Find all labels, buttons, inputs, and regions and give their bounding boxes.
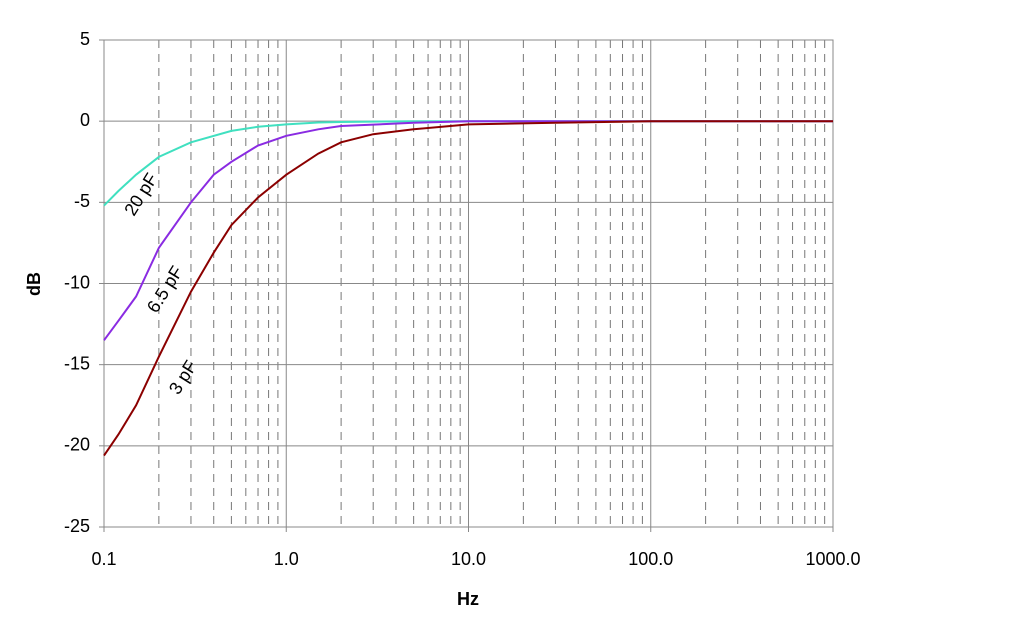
series-label: 3 pF <box>165 357 201 398</box>
y-axis-title: dB <box>24 272 44 296</box>
y-tick-label: -5 <box>74 191 90 211</box>
series-line <box>103 120 833 207</box>
x-tick-label: 100.0 <box>628 549 673 569</box>
series-line <box>103 120 833 457</box>
x-tick-label: 0.1 <box>91 549 116 569</box>
x-tick-label: 1000.0 <box>805 549 860 569</box>
series-line <box>103 120 833 341</box>
y-tick-label: -25 <box>64 516 90 536</box>
y-tick-label: -10 <box>64 272 90 292</box>
y-tick-label: 0 <box>80 110 90 130</box>
y-tick-label: -20 <box>64 435 90 455</box>
series-label: 20 pF <box>120 170 161 220</box>
x-tick-label: 1.0 <box>274 549 299 569</box>
y-tick-label: -15 <box>64 353 90 373</box>
y-tick-label: 5 <box>80 29 90 49</box>
series-label: 6.5 pF <box>143 262 187 316</box>
x-tick-label: 10.0 <box>451 549 486 569</box>
plot-frame <box>103 39 834 528</box>
x-axis-title: Hz <box>457 589 479 609</box>
